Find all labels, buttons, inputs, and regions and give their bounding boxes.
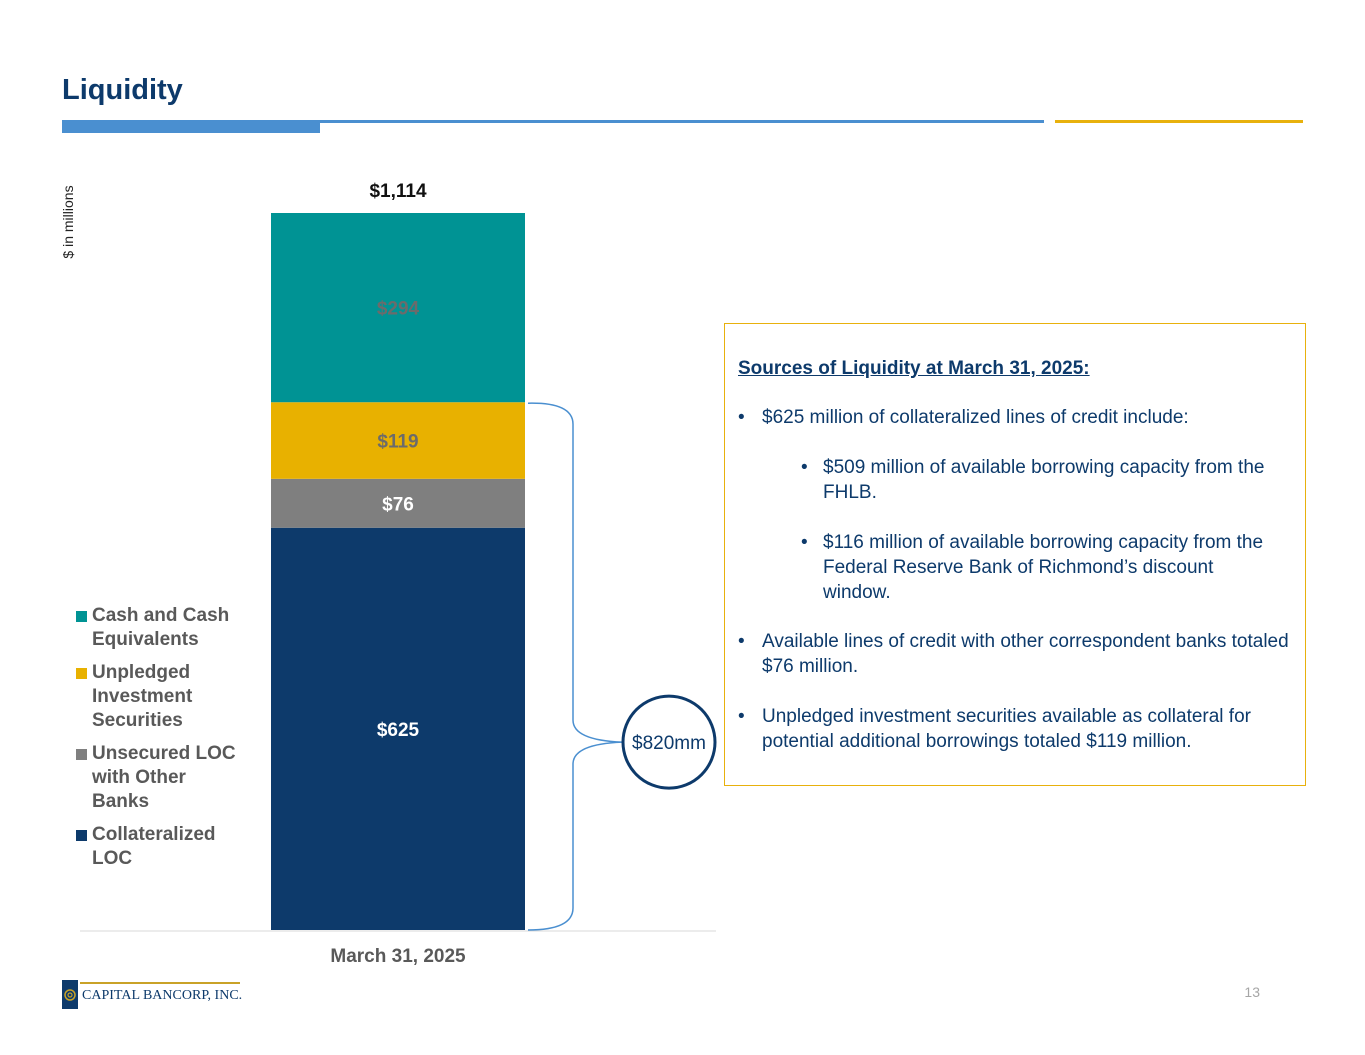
bullet-collateralized-lines: • $625 million of collateralized lines o…	[738, 405, 1278, 430]
slide-title: Liquidity	[62, 74, 183, 106]
data-label-2: $76	[382, 494, 414, 515]
legend-label-unpledged: Unpledged Investment Securities	[92, 662, 193, 731]
bar-segment-1	[271, 527, 525, 930]
title-rule-accent	[62, 120, 320, 133]
bullet-correspondent-banks: • Available lines of credit with other c…	[738, 629, 1298, 679]
data-label-4: $294	[377, 299, 420, 320]
bullet-text: $625 million of collateralized lines of …	[762, 407, 1189, 428]
bullet-marker: •	[738, 407, 745, 428]
legend-swatch-cash	[76, 611, 87, 622]
logo-text: CAPITAL BANCORP, INC.	[82, 988, 243, 1003]
legend-label-unsecured: Unsecured LOC with Other Banks	[92, 743, 236, 812]
total-label: $1,114	[369, 181, 426, 202]
bullet-text: Unpledged investment securities availabl…	[762, 706, 1251, 752]
bracket-brace	[527, 402, 623, 931]
bar-segment-4	[271, 213, 525, 403]
bullet-marker: •	[801, 532, 808, 553]
company-logo: CAPITAL BANCORP, INC.	[62, 978, 242, 1010]
logo-rule	[80, 982, 240, 984]
legend-item-unsecured: Unsecured LOC with Other Banks	[76, 742, 246, 814]
stacked-bar-chart: $625 $76 $119 $294 $1,114 March 31, 2025 $820m…	[80, 181, 717, 967]
chart-legend: Cash and Cash Equivalents Unpledged Inve…	[76, 604, 246, 880]
annotation-circle	[621, 694, 717, 790]
bullet-marker: •	[801, 457, 808, 478]
logo-swirl-icon	[62, 980, 78, 1009]
bar-segment-2	[271, 478, 525, 528]
legend-label-cash: Cash and Cash Equivalents	[92, 605, 230, 650]
data-label-1: $625	[377, 720, 420, 741]
annotation-text: $820mm	[632, 733, 706, 754]
bullet-text: Available lines of credit with other cor…	[762, 631, 1289, 677]
legend-label-collateralized: Collateralized LOC	[92, 824, 216, 869]
bullet-marker: •	[738, 706, 745, 727]
category-label: March 31, 2025	[330, 946, 466, 967]
page-number: 13	[1244, 984, 1260, 1000]
bar-segment-3	[271, 402, 525, 479]
infobox-heading: Sources of Liquidity at March 31, 2025:	[738, 358, 1090, 379]
title-rule-gold	[1055, 120, 1303, 123]
legend-item-collateralized: Collateralized LOC	[76, 823, 246, 871]
data-label-3: $119	[377, 432, 418, 453]
bullet-text: $116 million of available borrowing capa…	[823, 532, 1264, 603]
bullet-unpledged-securities: • Unpledged investment securities availa…	[738, 704, 1298, 754]
legend-swatch-collateralized	[76, 830, 87, 841]
sub-bullet-federal-reserve: • $116 million of available borrowing ca…	[801, 530, 1281, 605]
legend-swatch-unsecured	[76, 749, 87, 760]
legend-item-unpledged: Unpledged Investment Securities	[76, 661, 246, 733]
sub-bullet-fhlb: • $509 million of available borrowing ca…	[801, 455, 1281, 505]
bullet-text: $509 million of available borrowing capa…	[823, 457, 1265, 503]
title-rule-blue	[320, 120, 1044, 123]
liquidity-sources-box: Sources of Liquidity at March 31, 2025: …	[724, 323, 1306, 786]
bullet-marker: •	[738, 631, 745, 652]
legend-swatch-unpledged	[76, 668, 87, 679]
legend-item-cash: Cash and Cash Equivalents	[76, 604, 246, 652]
